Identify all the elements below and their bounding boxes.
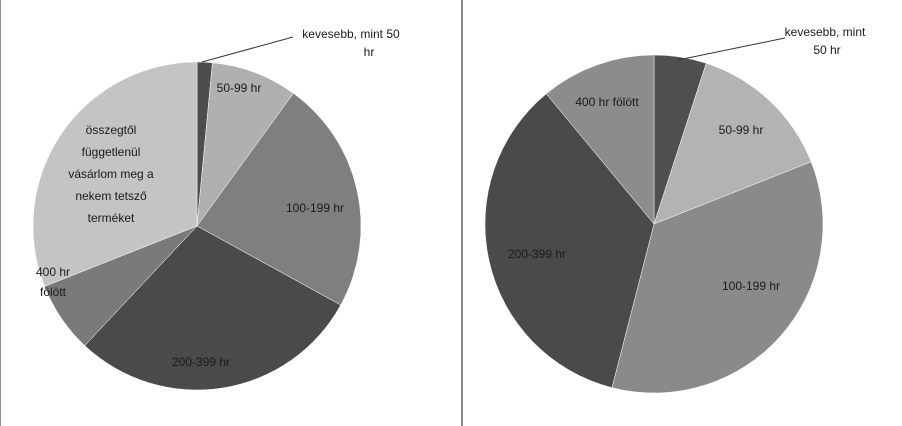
data-label-50-99-hr: 50-99 hr — [719, 123, 764, 137]
data-label-100-199-hr: 100-199 hr — [722, 279, 780, 293]
pie-slice-osszegtol-fuggetlenul-vasarlom-meg-a-nekem-tetszo-termeket — [32, 61, 198, 287]
leader-line-kevesebb-mint-50-hr — [677, 37, 786, 61]
pie-slices — [484, 54, 824, 394]
data-label-200-399-hr: 200-399 hr — [172, 355, 230, 369]
pie-chart-left: kevesebb, mint 50 hr 50-99 hr 100-199 hr 200… — [32, 27, 400, 391]
data-label-400-hr-folott: 400 hr fölött — [575, 95, 639, 109]
data-label-osszegtol-fuggetlenul-vasarlom-meg-a-nekem-tetszo-termeket: összegtől függetlenül vásárlom meg a nekem … — [68, 123, 154, 225]
pie-slice-50-99-hr — [653, 62, 812, 225]
pie-slice-400-hr-folott — [545, 54, 655, 225]
data-label-100-199-hr: 100-199 hr — [286, 201, 344, 215]
pie-chart-left-panel: kevesebb, mint 50 hr 50-99 hr 100-199 hr 200… — [0, 0, 462, 426]
pie-chart-right: kevesebb, mint 50 hr 50-99 hr 100-199 hr 200… — [484, 25, 866, 394]
data-label-200-399-hr: 200-399 hr — [508, 247, 566, 261]
pie-slice-100-199-hr — [611, 161, 824, 394]
pie-slices — [32, 61, 362, 391]
pie-slice-200-399-hr — [84, 225, 342, 391]
data-label-400-hr-folott: 400 hr fölött — [36, 265, 70, 299]
data-label-kevesebb-mint-50-hr: kevesebb, mint 50 hr — [302, 27, 400, 59]
pie-slice-200-399-hr — [484, 93, 655, 388]
data-label-50-99-hr: 50-99 hr — [217, 81, 262, 95]
pie-chart-right-panel: kevesebb, mint 50 hr 50-99 hr 100-199 hr 200… — [462, 0, 902, 426]
pie-slice-50-99-hr — [196, 62, 294, 227]
pie-slice-100-199-hr — [196, 92, 362, 306]
data-label-kevesebb-mint-50-hr: kevesebb, mint 50 hr — [785, 25, 866, 57]
leader-line-kevesebb-mint-50-hr — [201, 36, 294, 63]
